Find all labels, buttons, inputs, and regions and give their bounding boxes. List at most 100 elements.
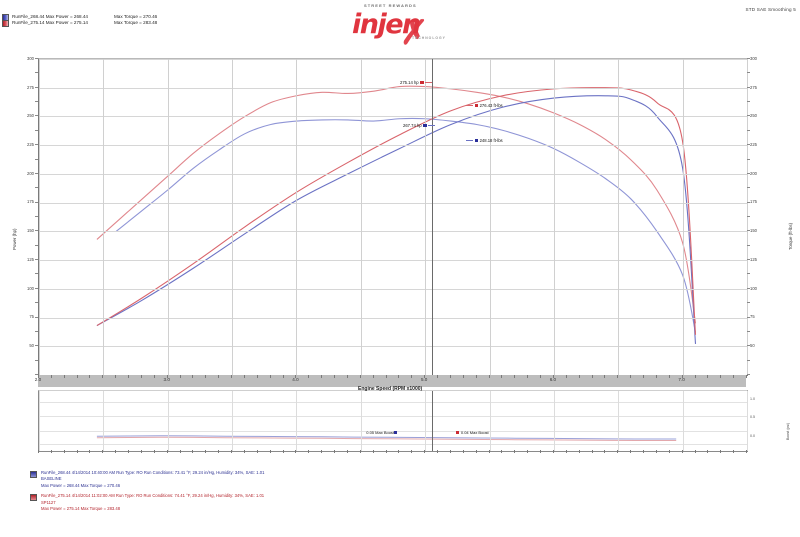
axis-minor-tick [747, 330, 750, 332]
axis-minor-tick [35, 72, 38, 74]
run-line-1: RunFile_275.14 4/14/2014 11:02:00 AM Run… [41, 493, 265, 499]
axis-minor-tick [128, 450, 130, 453]
gridline-vertical [167, 391, 169, 451]
gridline-horizontal [39, 317, 747, 319]
axis-minor-tick [282, 375, 284, 378]
axis-minor-tick [256, 375, 258, 378]
boost-curve [97, 437, 676, 440]
axis-minor-tick [35, 230, 38, 232]
callout-leader-line [466, 140, 473, 141]
series-name: RunFile_275.14 [12, 19, 45, 25]
injen-logo: STREET REWARDS injen ✗ TECHNOLOGY [344, 2, 464, 52]
axis-minor-tick [76, 450, 78, 453]
axis-minor-tick [35, 172, 38, 174]
logo-sub: TECHNOLOGY [412, 36, 446, 40]
axis-minor-tick [205, 375, 207, 378]
peak-callout: 248.18 ft-lbs [466, 138, 503, 143]
gridline-vertical [39, 391, 40, 451]
y-axis-tick-left: 200 [27, 170, 34, 176]
boost-curve [97, 436, 676, 439]
gridline-vertical [232, 59, 234, 375]
y-axis-tick-left: 150 [27, 228, 34, 234]
axis-minor-tick [617, 450, 619, 453]
run-line-2: BASELINE [41, 476, 62, 482]
y-axis-tick-right: 125 [750, 256, 757, 262]
axis-minor-tick [295, 450, 297, 453]
y-axis-tick-left: 275 [27, 84, 34, 90]
callout-label: 275.14 hp [400, 80, 419, 85]
axis-minor-tick [747, 187, 750, 189]
gridline-horizontal [39, 401, 747, 403]
axis-minor-tick [565, 450, 567, 453]
y-axis-tick-right: 75 [750, 314, 755, 320]
axis-minor-tick [747, 316, 750, 318]
axis-minor-tick [733, 375, 735, 378]
callout-leader-line [466, 105, 473, 106]
y-axis-tick-right: 250 [750, 113, 757, 119]
axis-minor-tick [747, 101, 750, 103]
cursor-line[interactable] [431, 391, 433, 451]
axis-minor-tick [747, 374, 750, 375]
x-axis-tick: 5.0 [420, 377, 428, 382]
callout-label: 276.43 ft-lbs [479, 103, 503, 108]
axis-minor-tick [50, 450, 52, 453]
axis-minor-tick [475, 450, 477, 453]
axis-minor-tick [449, 450, 451, 453]
axis-minor-tick [488, 450, 490, 453]
axis-minor-tick [747, 172, 750, 174]
gridline-vertical [553, 59, 555, 375]
boost-y-tick: 1.0 [750, 397, 755, 402]
axis-minor-tick [747, 302, 750, 304]
gridline-horizontal [39, 443, 747, 445]
y-axis-title-left: Power (hp) [12, 228, 17, 250]
axis-minor-tick [231, 450, 233, 453]
gridline-vertical [425, 59, 427, 375]
run-info-list: RunFile_268.44 4/14/2014 10:40:00 AM Run… [30, 470, 264, 516]
axis-minor-tick [50, 375, 52, 378]
series-max-torque: Max Torque = 283.48 [113, 19, 158, 25]
axis-minor-tick [35, 330, 38, 332]
axis-minor-tick [35, 115, 38, 117]
axis-minor-tick [38, 450, 39, 453]
series-max-power: Max Power = 268.44 [45, 13, 88, 19]
gridline-vertical [232, 391, 234, 451]
axis-minor-tick [643, 450, 645, 453]
axis-minor-tick [462, 450, 464, 453]
axis-minor-tick [321, 375, 323, 378]
x-axis-tick: 2.0 [34, 377, 42, 382]
axis-minor-tick [35, 86, 38, 88]
gridline-vertical [360, 59, 362, 375]
axis-minor-tick [462, 375, 464, 378]
axis-minor-tick [655, 450, 657, 453]
gridline-vertical [489, 59, 491, 375]
axis-minor-tick [153, 375, 155, 378]
boost-callout: 0.05 Max Boost [366, 430, 398, 435]
axis-minor-tick [346, 450, 348, 453]
axis-minor-tick [668, 450, 670, 453]
run-line-3: Max Power = 275.14 Max Torque = 283.48 [41, 506, 121, 512]
gridline-vertical [682, 391, 684, 451]
gridline-horizontal [39, 231, 747, 233]
axis-minor-tick [140, 450, 142, 453]
axis-minor-tick [243, 450, 245, 453]
axis-minor-tick [514, 375, 516, 378]
gridline-vertical [489, 391, 491, 451]
axis-minor-tick [747, 244, 750, 246]
axis-minor-tick [115, 375, 117, 378]
axis-minor-tick [747, 259, 750, 261]
axis-minor-tick [449, 375, 451, 378]
y-axis-tick-left: 250 [27, 113, 34, 119]
gridline-vertical [167, 59, 169, 375]
axis-minor-tick [35, 216, 38, 217]
axis-minor-tick [720, 450, 722, 453]
axis-minor-tick [63, 450, 65, 453]
axis-minor-tick [35, 244, 38, 246]
axis-minor-tick [552, 375, 554, 378]
axis-minor-tick [747, 230, 750, 232]
cursor-line[interactable] [431, 59, 433, 375]
axis-minor-tick [35, 374, 38, 375]
y-axis-tick-right: 300 [750, 55, 757, 61]
series-max-power: Max Power = 275.14 [45, 19, 88, 25]
gridline-vertical [296, 391, 298, 451]
axis-minor-tick [334, 375, 336, 378]
